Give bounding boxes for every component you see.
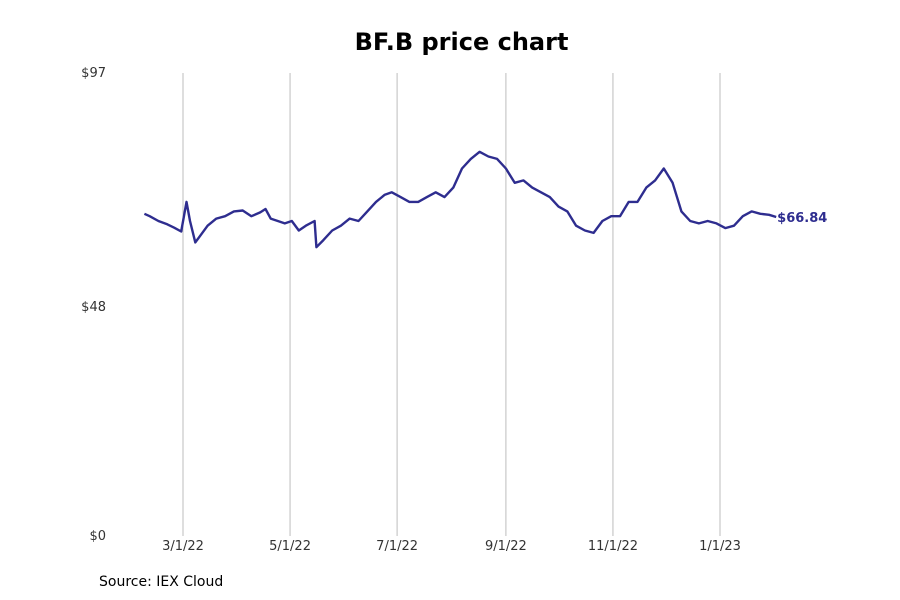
price-line <box>143 150 777 249</box>
y-tick-label: $97 <box>81 66 106 81</box>
x-tick-label: 11/1/22 <box>588 539 638 554</box>
source-note: Source: IEX Cloud <box>99 574 224 590</box>
x-tick-label: 3/1/22 <box>162 539 204 554</box>
x-tick-label: 5/1/22 <box>269 539 311 554</box>
x-tick-label: 1/1/23 <box>699 539 741 554</box>
y-tick-label: $48 <box>81 300 106 315</box>
chart-title: BF.B price chart <box>354 28 569 56</box>
x-tick-label: 7/1/22 <box>376 539 418 554</box>
x-tick-label: 9/1/22 <box>485 539 527 554</box>
y-tick-label: $0 <box>89 529 106 544</box>
x-gridlines <box>182 73 721 536</box>
y-tick-labels: $97 $48 $0 <box>81 66 106 544</box>
x-tick-labels: 3/1/22 5/1/22 7/1/22 9/1/22 11/1/22 1/1/23 <box>162 539 741 554</box>
last-price-label: $66.84 <box>777 211 827 226</box>
